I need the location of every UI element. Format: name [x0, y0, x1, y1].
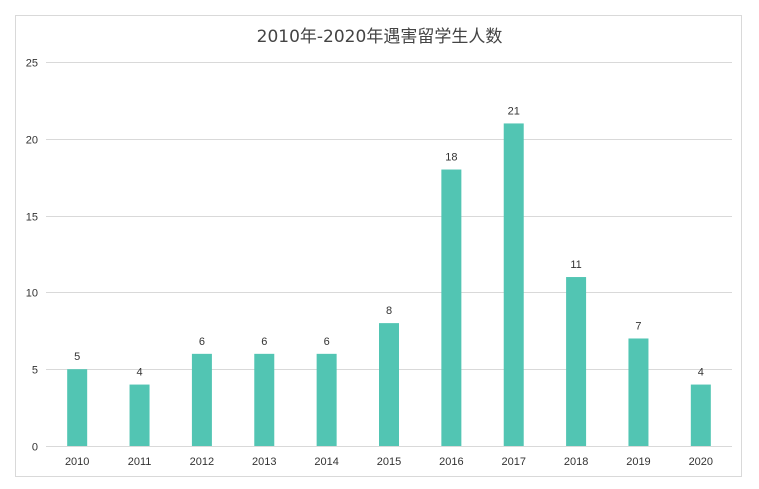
bars	[67, 123, 711, 446]
data-label: 21	[508, 105, 520, 117]
data-labels: 5 4 6 6 6 8 18 21 11 7 4	[74, 105, 704, 378]
bar-2016	[441, 169, 462, 446]
bar-2012	[191, 353, 212, 446]
x-axis-ticks: 2010 2011 2012 2013 2014 2015 2016 2017 2018 2019…	[65, 456, 713, 468]
x-tick-label: 2013	[252, 456, 276, 468]
bar-2015	[379, 323, 399, 446]
data-label: 4	[698, 367, 704, 379]
bar-2018	[566, 277, 587, 446]
y-tick-label: 10	[26, 288, 38, 300]
gridlines	[46, 62, 732, 447]
data-label: 11	[570, 259, 581, 271]
bar-2019	[628, 338, 649, 446]
x-tick-label: 2012	[190, 456, 214, 468]
chart-title: 2010年-2020年遇害留学生人数	[256, 27, 503, 47]
x-tick-label: 2011	[128, 456, 152, 468]
x-tick-label: 2010	[65, 456, 89, 468]
x-tick-label: 2014	[314, 456, 338, 468]
data-label: 6	[199, 336, 205, 348]
bar-2013	[254, 353, 275, 446]
y-axis-ticks: 0 5 10 15 20 25	[26, 58, 38, 454]
data-label: 6	[261, 336, 267, 348]
bar-2014	[316, 353, 337, 446]
x-tick-label: 2016	[439, 456, 463, 468]
y-tick-label: 5	[32, 365, 38, 377]
x-tick-label: 2020	[689, 456, 713, 468]
x-tick-label: 2017	[501, 456, 525, 468]
y-tick-label: 0	[32, 442, 38, 454]
data-label: 5	[74, 351, 80, 363]
data-label: 7	[635, 320, 641, 332]
data-label: 8	[386, 305, 392, 317]
data-label: 18	[445, 152, 457, 164]
data-label: 4	[136, 367, 142, 379]
bar-2020	[690, 384, 711, 446]
x-tick-label: 2019	[626, 456, 650, 468]
bar-2010	[67, 369, 88, 446]
y-tick-label: 20	[26, 135, 38, 147]
data-label: 6	[324, 336, 330, 348]
bar-2017	[503, 123, 524, 446]
x-tick-label: 2018	[564, 456, 588, 468]
y-tick-label: 25	[26, 58, 38, 70]
y-tick-label: 15	[26, 212, 38, 224]
bar-2011	[129, 384, 150, 446]
x-tick-label: 2015	[377, 456, 401, 468]
